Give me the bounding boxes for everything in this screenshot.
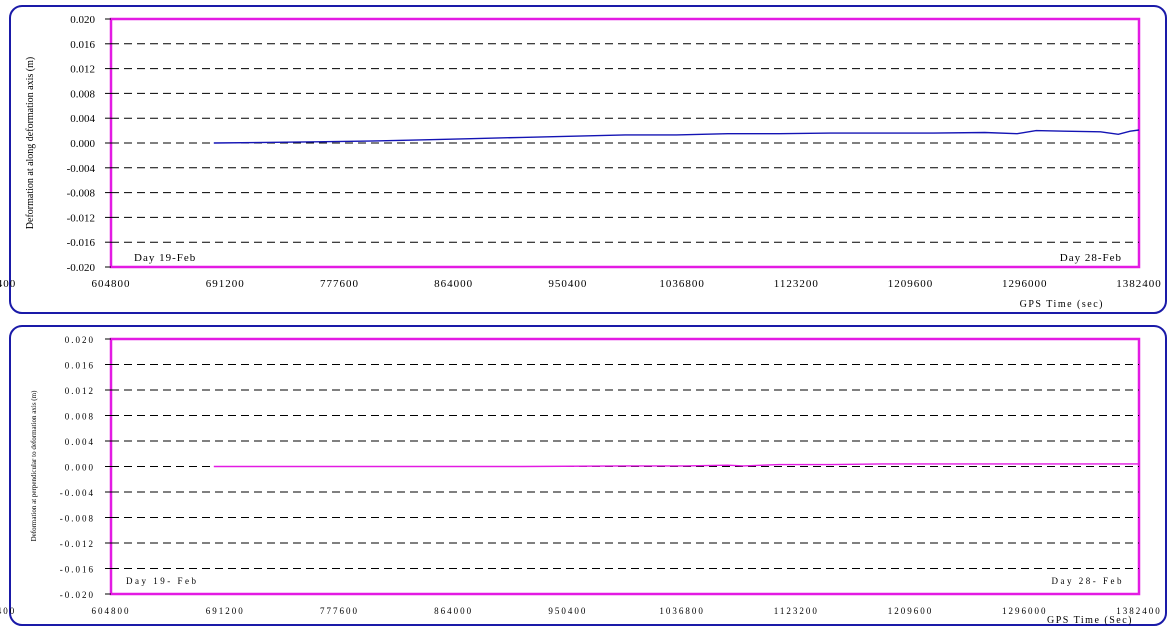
y-tick-label: 0.000 [65, 463, 95, 473]
annotation-end-date: Day 28-Feb [1060, 252, 1122, 264]
x-tick-label: 691200 [206, 278, 245, 290]
x-tick-label: 864000 [434, 606, 473, 616]
series-lines [213, 129, 1140, 144]
x-tick-labels: 518400 604800 691200 777600 864000 950400 1036… [0, 278, 1162, 290]
y-tick-label: -0.020 [67, 262, 96, 274]
chart-panel-along-axis: 0.020 0.016 0.012 0.008 0.004 0.000 -0.004 -0.0… [0, 5, 1167, 314]
x-tick-label: 604800 [92, 606, 131, 616]
grid-lines [111, 43, 1139, 243]
x-tick-label: 518400 [0, 606, 16, 616]
x-tick-label: 1036800 [659, 606, 705, 616]
x-tick-label: 1123200 [774, 278, 819, 290]
y-tick-label: -0.016 [60, 565, 95, 575]
y-tick-label: -0.008 [67, 188, 96, 200]
annotation-end-date: Day 28- Feb [1052, 576, 1125, 586]
y-tick-label: 0.012 [65, 386, 95, 396]
annotation-start-date: Day 19- Feb [126, 576, 199, 586]
x-tick-label: 691200 [206, 606, 245, 616]
x-tick-label: 1209600 [888, 606, 934, 616]
y-tick-label: 0.016 [70, 39, 95, 51]
y-tick-labels: 0.020 0.016 0.012 0.008 0.004 0.000 -0.004 -0.0… [60, 335, 111, 600]
y-tick-label: -0.004 [67, 163, 96, 175]
y-tick-label: -0.012 [67, 212, 95, 224]
series-lines [213, 463, 1139, 468]
y-axis-title: Deformation at along deformation axis (m… [25, 57, 36, 229]
y-tick-label: 0.008 [65, 412, 95, 422]
y-tick-label: -0.012 [60, 539, 95, 549]
panel-frame [9, 5, 1167, 314]
x-tick-label: 950400 [548, 278, 587, 290]
x-tick-label: 777600 [320, 278, 359, 290]
x-tick-label: 950400 [548, 606, 587, 616]
x-tick-label: 1123200 [774, 606, 819, 616]
series-line [213, 463, 1139, 468]
y-tick-label: -0.020 [60, 590, 95, 600]
x-tick-label: 518400 [0, 278, 16, 290]
x-axis-title: GPS Time (Sec) [1047, 615, 1133, 626]
y-axis-title: Deformation at perpendicular to deformat… [30, 390, 38, 542]
y-tick-label: 0.004 [65, 437, 95, 447]
x-tick-label: 1382400 [1116, 606, 1162, 616]
x-tick-label: 777600 [320, 606, 359, 616]
y-tick-label: 0.004 [70, 113, 95, 125]
x-tick-label: 1296000 [1002, 278, 1048, 290]
x-tick-label: 604800 [92, 278, 131, 290]
y-tick-label: -0.004 [60, 488, 95, 498]
x-tick-label: 1296000 [1002, 606, 1048, 616]
y-tick-label: 0.012 [70, 64, 95, 76]
annotation-start-date: Day 19-Feb [134, 252, 196, 264]
panel-frame [9, 325, 1167, 626]
x-axis-title: GPS Time (sec) [1020, 299, 1104, 310]
y-tick-label: 0.008 [70, 88, 95, 100]
x-tick-label: 864000 [434, 278, 473, 290]
y-tick-label: 0.020 [65, 335, 95, 345]
y-tick-label: 0.020 [70, 14, 95, 26]
y-tick-label: 0.000 [70, 138, 95, 150]
series-line [213, 129, 1140, 144]
x-tick-label: 1382400 [1116, 278, 1162, 290]
x-tick-labels: 518400 604800 691200 777600 864000 950400 1036… [0, 606, 1162, 616]
y-tick-label: 0.016 [65, 361, 95, 371]
x-tick-label: 1209600 [888, 278, 934, 290]
y-tick-label: -0.008 [60, 514, 95, 524]
x-tick-label: 1036800 [659, 278, 705, 290]
chart-panel-perpendicular-axis: 0.020 0.016 0.012 0.008 0.004 0.000 -0.004 -0.0… [0, 325, 1167, 626]
y-tick-labels: 0.020 0.016 0.012 0.008 0.004 0.000 -0.004 -0.0… [67, 14, 111, 274]
y-tick-label: -0.016 [67, 237, 96, 249]
